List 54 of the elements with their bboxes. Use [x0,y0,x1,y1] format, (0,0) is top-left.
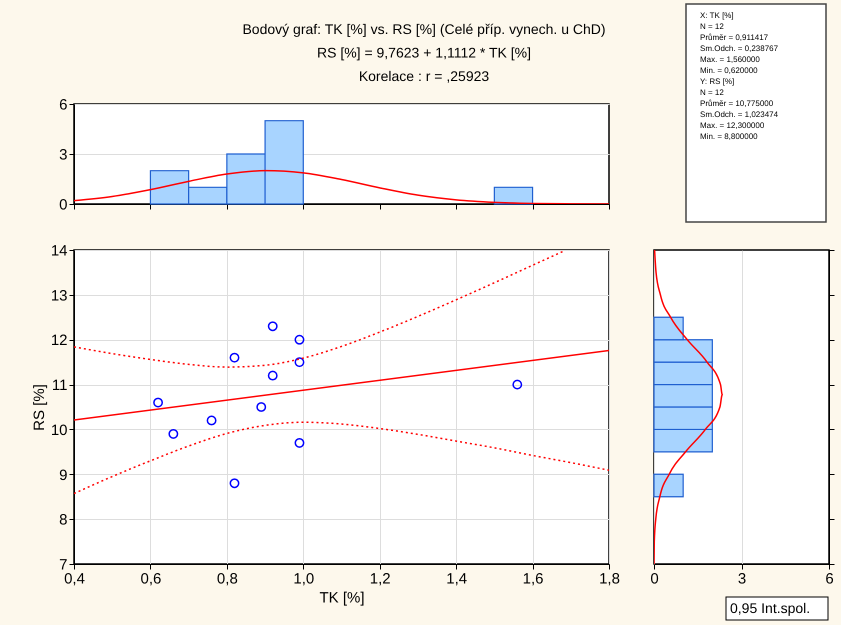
point [153,398,164,408]
chart-title: Bodový graf: TK [%] vs. RS [%] (Celé příp. vynech. u ChD) [242,21,606,37]
point [168,428,178,439]
text: X: TK [%] [700,11,734,20]
point [294,357,304,368]
point [294,334,304,345]
x-tick-label: 1,2 [370,570,391,588]
point [206,416,217,426]
text: Sm.Odch. = 0,238767 [700,44,779,53]
y-tick-label: 10 [50,422,68,439]
line-series [74,250,564,368]
x-tick-label: 0,8 [216,570,238,588]
point [268,370,278,381]
y-tick-label: 14 [50,242,68,260]
y-tick-label: 9 [59,466,68,484]
y-tick-label: 7 [59,556,68,574]
text: Průměr = 10,775000 [700,99,774,108]
text: Korelace : r = ,25923 [358,68,490,84]
y-tick-label: 8 [59,512,68,529]
y-tick-label: 6 [59,96,68,114]
x-axis-title: TK [%] [319,590,365,606]
x-tick-label: 1,8 [599,570,620,588]
y-tick-label: 0 [59,196,68,214]
x-tick-label: 0 [650,570,659,588]
text: Průměr = 0,911417 [700,33,769,42]
point [230,478,240,488]
point [230,352,240,363]
text: Sm.Odch. = 1,023474 [700,110,779,119]
text: 0,95 Int.spol. [730,600,810,616]
y-tick-label: 13 [50,287,68,304]
text: Min. = 8,800000 [700,132,758,141]
y-tick-label: 12 [50,332,68,350]
point [256,402,266,412]
text: N = 12 [700,22,724,31]
line-series [74,422,609,494]
x-tick-label: 1,6 [522,570,544,588]
text: Min. = 0,620000 [700,66,758,75]
y-tick-label: 3 [59,146,68,164]
x-tick-label: 6 [825,570,834,588]
x-tick-label: 0,6 [140,570,162,588]
y-tick-label: 11 [52,377,68,394]
text: Y: RS [%] [700,77,734,86]
x-tick-label: 1,0 [293,570,314,588]
chart-subtitle: RS [%] = 9,7623 + 1,1112 * TK [%] [316,44,532,60]
text: Max. = 1,560000 [700,55,760,64]
y-axis-title: RS [%] [30,384,48,431]
x-tick-label: 0,4 [64,570,85,588]
point [512,380,522,390]
point [268,321,278,332]
x-tick-label: 1,4 [446,570,468,588]
text: Max. = 12,300000 [700,121,765,130]
x-tick-label: 3 [738,570,746,588]
point [294,438,304,448]
text: N = 12 [700,88,724,97]
